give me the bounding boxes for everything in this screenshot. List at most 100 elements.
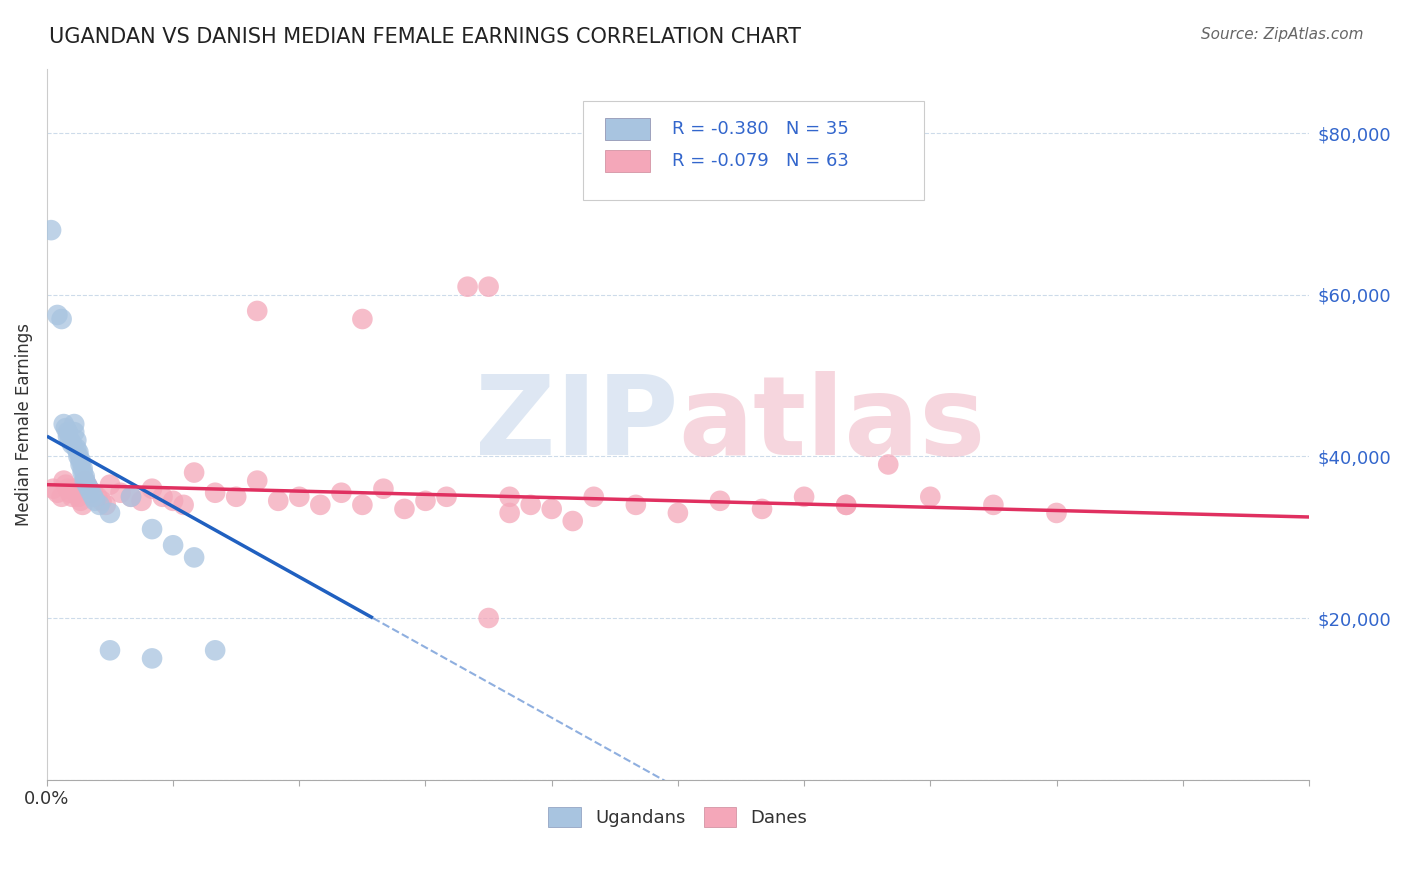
Point	[666, 506, 689, 520]
Point	[983, 498, 1005, 512]
Point	[267, 493, 290, 508]
Point	[561, 514, 583, 528]
Point	[1045, 506, 1067, 520]
Point	[77, 482, 100, 496]
Point	[67, 445, 90, 459]
Point	[624, 498, 647, 512]
Point	[72, 498, 94, 512]
Point	[540, 502, 562, 516]
Point	[120, 490, 142, 504]
Point	[183, 550, 205, 565]
Point	[69, 453, 91, 467]
Point	[60, 490, 83, 504]
Point	[46, 308, 69, 322]
Point	[835, 498, 858, 512]
Point	[835, 498, 858, 512]
Point	[76, 477, 98, 491]
Point	[65, 434, 87, 448]
Point	[69, 458, 91, 472]
Point	[141, 522, 163, 536]
Point	[373, 482, 395, 496]
Point	[204, 643, 226, 657]
Point	[73, 469, 96, 483]
Point	[84, 493, 107, 508]
Point	[225, 490, 247, 504]
Point	[67, 450, 90, 464]
Point	[498, 490, 520, 504]
Point	[120, 490, 142, 504]
Point	[498, 506, 520, 520]
Point	[56, 429, 79, 443]
Point	[56, 482, 79, 496]
Point	[246, 304, 269, 318]
Point	[98, 643, 121, 657]
Point	[709, 493, 731, 508]
Point	[46, 485, 69, 500]
Point	[55, 421, 77, 435]
Point	[59, 485, 82, 500]
Point	[63, 417, 86, 431]
Text: atlas: atlas	[678, 370, 986, 477]
Point	[63, 482, 86, 496]
Point	[98, 506, 121, 520]
Point	[98, 477, 121, 491]
Point	[73, 474, 96, 488]
Point	[39, 223, 62, 237]
Point	[110, 485, 132, 500]
Point	[59, 434, 82, 448]
FancyBboxPatch shape	[583, 101, 924, 200]
Point	[80, 485, 103, 500]
Point	[51, 312, 73, 326]
Point	[56, 425, 79, 439]
Point	[173, 498, 195, 512]
Point	[82, 485, 104, 500]
Point	[330, 485, 353, 500]
Point	[55, 477, 77, 491]
Point	[582, 490, 605, 504]
Point	[793, 490, 815, 504]
Legend: Ugandans, Danes: Ugandans, Danes	[541, 799, 814, 835]
Point	[920, 490, 942, 504]
Point	[52, 417, 75, 431]
Point	[82, 490, 104, 504]
Point	[478, 279, 501, 293]
FancyBboxPatch shape	[605, 150, 650, 172]
Point	[65, 442, 87, 456]
Point	[141, 651, 163, 665]
Point	[394, 502, 416, 516]
Point	[73, 474, 96, 488]
Point	[72, 461, 94, 475]
Point	[65, 485, 87, 500]
Point	[519, 498, 541, 512]
Point	[89, 498, 111, 512]
Point	[131, 493, 153, 508]
Point	[94, 498, 117, 512]
Point	[415, 493, 437, 508]
Point	[352, 312, 374, 326]
Text: UGANDAN VS DANISH MEDIAN FEMALE EARNINGS CORRELATION CHART: UGANDAN VS DANISH MEDIAN FEMALE EARNINGS…	[49, 27, 801, 46]
Point	[76, 477, 98, 491]
Point	[162, 493, 184, 508]
Text: R = -0.380   N = 35: R = -0.380 N = 35	[672, 120, 848, 138]
Point	[42, 482, 65, 496]
Text: R = -0.079   N = 63: R = -0.079 N = 63	[672, 152, 848, 170]
Point	[478, 611, 501, 625]
Point	[436, 490, 458, 504]
Point	[152, 490, 174, 504]
Point	[162, 538, 184, 552]
Point	[52, 474, 75, 488]
Point	[77, 482, 100, 496]
Point	[457, 279, 479, 293]
Point	[877, 458, 900, 472]
Point	[90, 493, 112, 508]
Point	[751, 502, 773, 516]
Point	[67, 490, 90, 504]
Point	[352, 498, 374, 512]
Point	[51, 490, 73, 504]
Point	[63, 425, 86, 439]
Text: Source: ZipAtlas.com: Source: ZipAtlas.com	[1201, 27, 1364, 42]
FancyBboxPatch shape	[605, 118, 650, 140]
Point	[69, 493, 91, 508]
Point	[288, 490, 311, 504]
Point	[86, 490, 108, 504]
